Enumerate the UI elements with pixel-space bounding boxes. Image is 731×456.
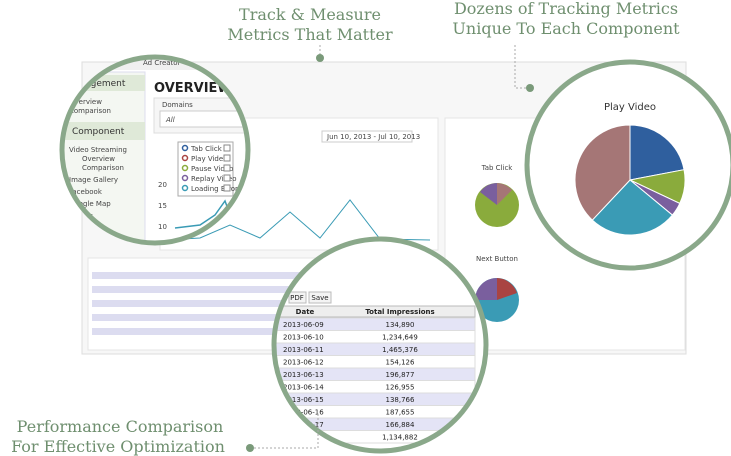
legend-label: Play Video [191, 155, 227, 163]
legend-label: Pause Video [191, 165, 233, 173]
table-cell: 2013-06-12 [283, 359, 324, 367]
domains-value: All [165, 116, 175, 124]
nav-link: Comparison [82, 164, 124, 172]
table-cell: 2013-06-09 [283, 321, 324, 329]
y-tick: 10 [158, 223, 167, 231]
zoom-pie: Play Video [527, 62, 731, 268]
y-tick: 15 [158, 202, 167, 210]
legend-marker [181, 144, 189, 152]
callout: For Effective Optimization [11, 437, 225, 456]
nav-link: Image Gallery [69, 176, 118, 184]
table-cell: 154,126 [386, 359, 415, 367]
button[interactable]: PDF [290, 294, 304, 302]
callout: Dozens of Tracking Metrics [454, 0, 678, 18]
callout: Unique To Each Component [452, 19, 680, 38]
table-cell: 2013-06-10 [283, 334, 324, 342]
column-header: Total Impressions [365, 308, 434, 316]
nav-link: Facebook [69, 188, 103, 196]
nav-link: Video Streaming [69, 146, 127, 154]
domains-label: Domains [162, 101, 193, 109]
legend-marker [181, 164, 189, 172]
legend-checkbox [223, 174, 231, 182]
callout: Track & Measure [239, 5, 381, 24]
table-cell: 1,465,376 [382, 346, 418, 354]
legend-marker [181, 184, 189, 192]
callout: Performance Comparison [17, 417, 224, 436]
nav-link: Google Map [69, 200, 111, 208]
legend-checkbox [223, 164, 231, 172]
table-cell: 134,890 [386, 321, 415, 329]
table-cell: 196,877 [386, 371, 415, 379]
legend-label: Tab Click [190, 145, 223, 153]
button[interactable]: Save [311, 294, 328, 302]
table-cell: 138,766 [386, 396, 415, 404]
legend-label: Replay Video [191, 175, 237, 183]
legend-marker [181, 154, 189, 162]
table-cell: 126,955 [386, 384, 415, 392]
pie-slice [629, 124, 685, 181]
mini-pie-label: Tab Click [481, 164, 514, 172]
connectors [250, 45, 530, 449]
legend-checkbox [223, 154, 231, 162]
legend-checkbox [223, 144, 231, 152]
nav-link: Overview [82, 155, 115, 163]
table-cell: 187,655 [386, 409, 415, 417]
column-header: Date [296, 308, 315, 316]
nav-item: Comparison [69, 107, 111, 115]
section-header: Component [72, 127, 125, 137]
table-cell: 2013-06-14 [283, 384, 324, 392]
zoom-table: PDF Save Date Total Impressions 2013-06-… [274, 239, 486, 451]
nav-item: Overview [69, 98, 102, 106]
overview-title: OVERVIEW [154, 81, 232, 96]
legend-checkbox [223, 184, 231, 192]
legend-label: Loading Error [191, 185, 238, 193]
table-cell: 2013-06-11 [283, 346, 324, 354]
pie-slice [591, 179, 674, 236]
mini-pie-label: Next Button [476, 255, 518, 263]
table-cell: 166,884 [386, 421, 415, 429]
table-cell: 2013-06-13 [283, 371, 324, 379]
callout: Metrics That Matter [227, 25, 393, 44]
table-cell: 1,134,882 [382, 434, 418, 442]
table-cell: 1,234,649 [382, 334, 418, 342]
menu: Ad Creator [143, 59, 181, 67]
table-row [274, 430, 476, 444]
section-header: Engagement [68, 79, 126, 89]
table-cell: 2013-06-15 [283, 396, 324, 404]
y-tick: 20 [158, 181, 167, 189]
date-range: Jun 10, 2013 - Jul 10, 2013 [326, 133, 420, 141]
pie-slice [574, 124, 631, 221]
legend-marker [181, 174, 189, 182]
pie-title: Play Video [604, 102, 656, 113]
table-cell: 2013-06-16 [283, 409, 324, 417]
